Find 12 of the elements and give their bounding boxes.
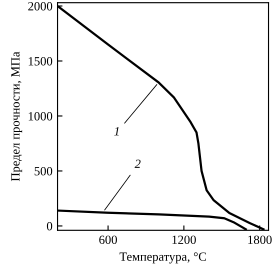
x-axis-title: Температура, °C	[120, 252, 206, 264]
annotation: 2	[134, 160, 141, 168]
y-tick-label: 0	[46, 222, 52, 230]
y-tick-label: 1500	[28, 57, 52, 66]
y-axis-title: Предел прочности, МПа	[11, 52, 22, 182]
x-tick-label: 1200	[172, 236, 196, 244]
y-tick-label: 2000	[28, 2, 52, 10]
annotation: 1	[114, 127, 119, 136]
x-tick-label: 1800	[248, 236, 272, 244]
x-tick-label: 600	[99, 236, 117, 244]
y-tick-label: 500	[34, 166, 52, 176]
y-tick-label: 1000	[28, 112, 52, 120]
